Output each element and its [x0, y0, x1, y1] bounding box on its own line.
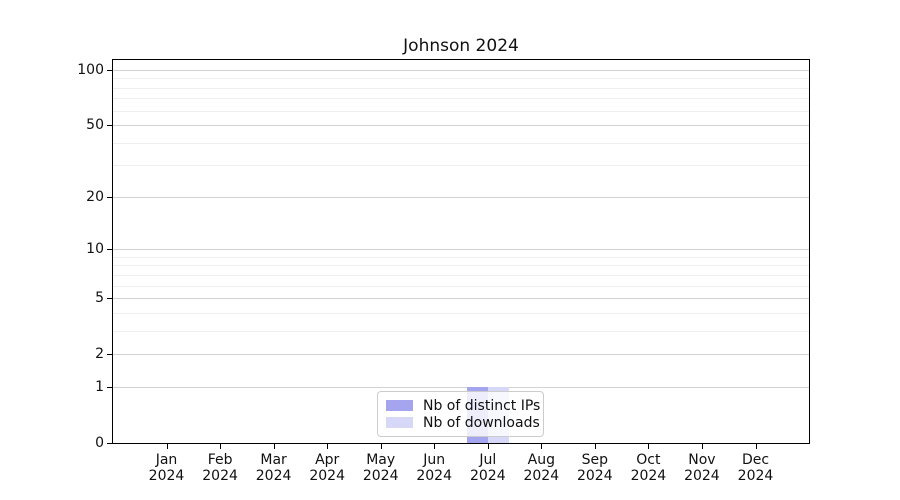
y-tick-mark	[107, 298, 112, 300]
minor-gridline	[113, 256, 809, 258]
minor-gridline	[113, 330, 809, 332]
major-gridline	[113, 298, 809, 300]
x-tick-mark	[701, 444, 703, 449]
minor-gridline	[113, 98, 809, 100]
y-tick-label: 2	[95, 346, 104, 363]
major-gridline	[113, 196, 809, 198]
x-tick-label: Aug 2024	[523, 452, 560, 484]
y-tick-mark	[107, 196, 112, 198]
legend: Nb of distinct IPs Nb of downloads	[377, 391, 544, 437]
x-tick-label: Nov 2024	[684, 452, 720, 484]
x-tick-mark	[594, 444, 596, 449]
major-gridline	[113, 354, 809, 356]
y-tick-label: 5	[95, 290, 104, 307]
minor-gridline	[113, 274, 809, 276]
x-tick-mark	[166, 444, 168, 449]
minor-gridline	[113, 312, 809, 314]
y-tick-label: 50	[86, 117, 104, 133]
x-tick-mark	[648, 444, 650, 449]
x-tick-label: Dec 2024	[737, 452, 774, 484]
minor-gridline	[113, 165, 809, 167]
x-tick-mark	[380, 444, 382, 449]
y-tick-mark	[107, 69, 112, 71]
legend-swatch-icon	[386, 400, 413, 411]
legend-label: Nb of distinct IPs	[423, 397, 541, 414]
y-tick-label: 10	[86, 241, 104, 258]
legend-label: Nb of downloads	[423, 414, 540, 431]
y-tick-label: 0	[95, 435, 104, 451]
y-tick-mark	[107, 354, 112, 356]
minor-gridline	[113, 142, 809, 144]
x-tick-label: Apr 2024	[309, 452, 345, 484]
y-tick-mark	[107, 443, 112, 444]
y-tick-label: 100	[77, 61, 104, 78]
x-tick-mark	[273, 444, 275, 449]
y-tick-mark	[107, 249, 112, 251]
y-tick-label: 1	[95, 378, 104, 395]
x-tick-label: Jan 2024	[148, 452, 185, 484]
major-gridline	[113, 249, 809, 251]
x-tick-label: May 2024	[362, 452, 399, 484]
x-tick-label: Jul 2024	[469, 452, 506, 484]
minor-gridline	[113, 78, 809, 80]
minor-gridline	[113, 265, 809, 267]
x-tick-label: Sep 2024	[576, 452, 613, 484]
plot-area: Nb of distinct IPs Nb of downloads	[112, 59, 810, 444]
major-gridline	[113, 69, 809, 71]
minor-gridline	[113, 87, 809, 89]
minor-gridline	[113, 110, 809, 112]
legend-item: Nb of distinct IPs	[386, 398, 540, 414]
x-tick-label: Oct 2024	[630, 452, 667, 484]
y-tick-label: 20	[86, 188, 104, 205]
x-tick-mark	[755, 444, 757, 449]
y-tick-mark	[107, 125, 112, 126]
major-gridline	[113, 125, 809, 126]
x-tick-mark	[327, 444, 329, 449]
major-gridline	[113, 386, 809, 388]
x-tick-mark	[487, 444, 489, 449]
x-tick-label: Feb 2024	[202, 452, 238, 484]
x-tick-mark	[220, 444, 222, 449]
legend-swatch-icon	[386, 417, 413, 428]
x-tick-label: Mar 2024	[255, 452, 292, 484]
x-tick-mark	[541, 444, 543, 449]
minor-gridline	[113, 285, 809, 287]
legend-item: Nb of downloads	[386, 415, 540, 431]
y-tick-mark	[107, 386, 112, 388]
x-tick-label: Jun 2024	[416, 452, 452, 484]
chart-title: Johnson 2024	[403, 36, 519, 56]
x-tick-mark	[434, 444, 436, 449]
